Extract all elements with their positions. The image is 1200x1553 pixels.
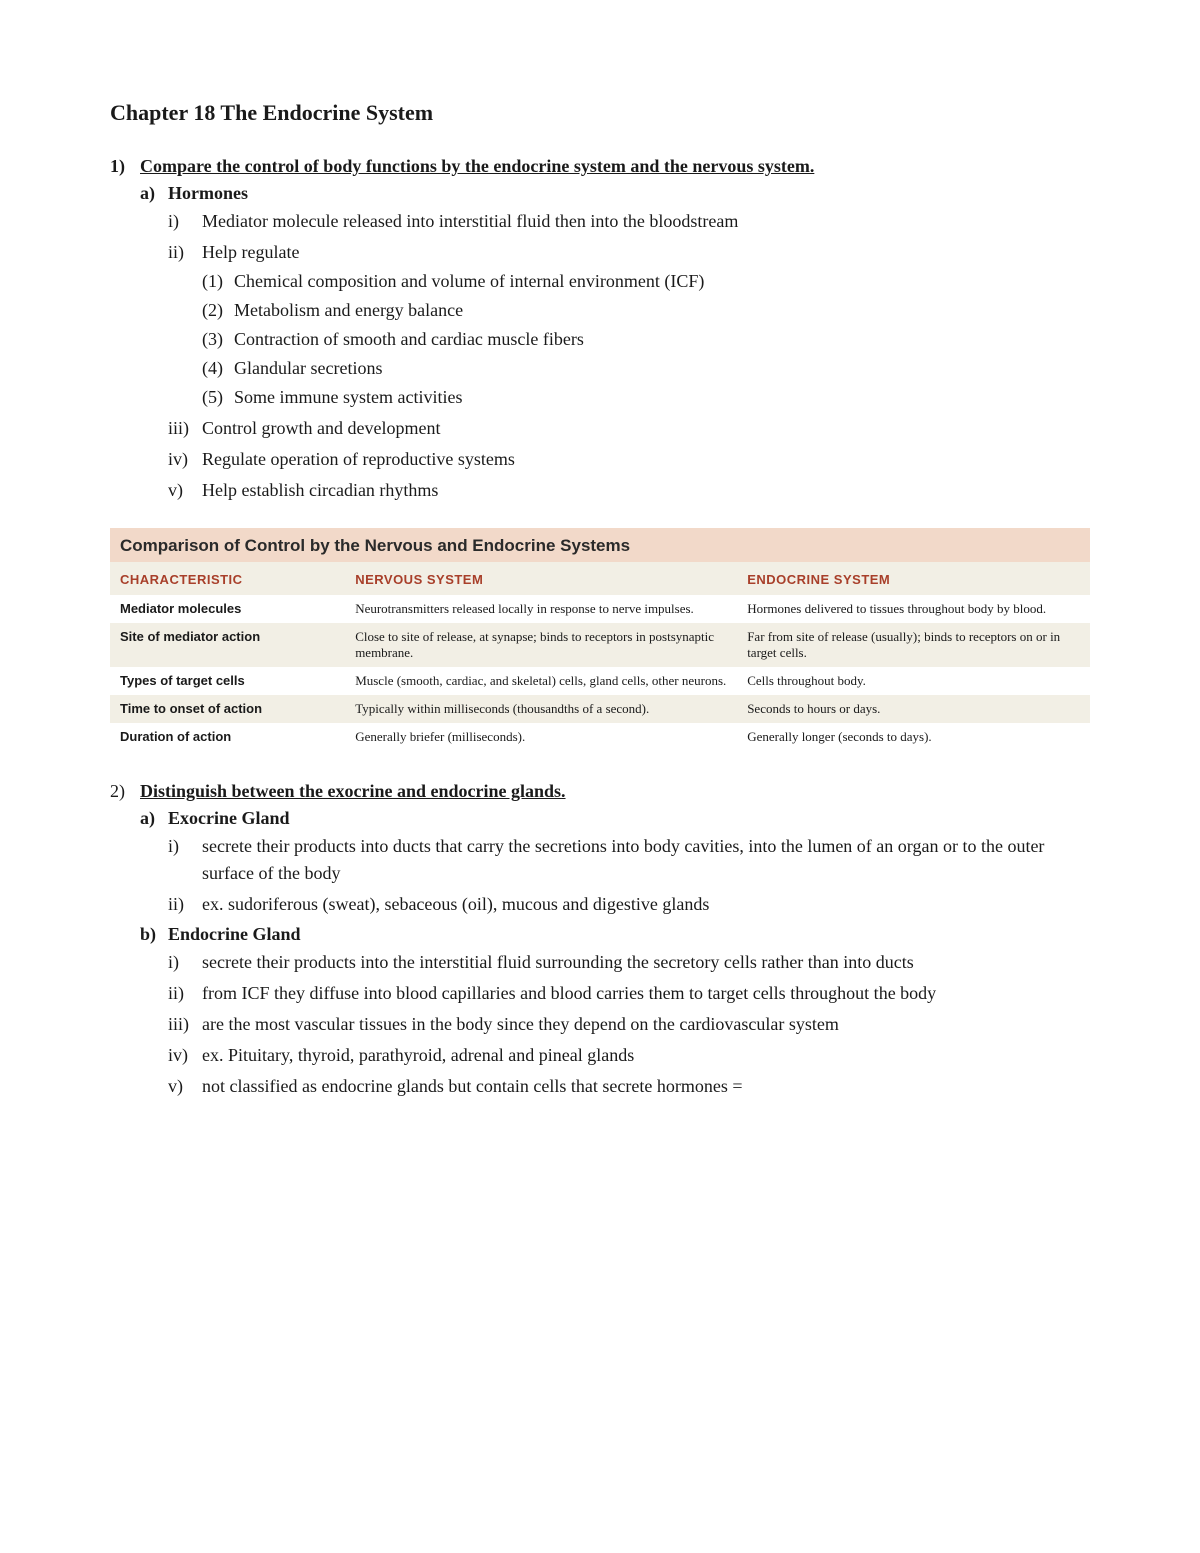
q1-a-i-num: i) xyxy=(168,208,202,235)
q1-a-num: a) xyxy=(140,183,168,204)
cell: Typically within milliseconds (thousandt… xyxy=(345,695,737,723)
table-body: Mediator molecules Neurotransmitters rel… xyxy=(110,595,1090,751)
p1-text: Chemical composition and volume of inter… xyxy=(234,268,1090,295)
table-title: Comparison of Control by the Nervous and… xyxy=(110,528,1090,562)
q2-b-iii: iii) are the most vascular tissues in th… xyxy=(168,1011,1090,1038)
q2-a-ii: ii) ex. sudoriferous (sweat), sebaceous … xyxy=(168,891,1090,918)
cell: Far from site of release (usually); bind… xyxy=(737,623,1090,667)
q2-a-i: i) secrete their products into ducts tha… xyxy=(168,833,1090,887)
comparison-table: Comparison of Control by the Nervous and… xyxy=(110,528,1090,751)
q2-b-ii: ii) from ICF they diffuse into blood cap… xyxy=(168,980,1090,1007)
question-1: 1) Compare the control of body functions… xyxy=(110,156,1090,177)
q2-a-text: Exocrine Gland xyxy=(168,808,290,829)
table-row: Time to onset of action Typically within… xyxy=(110,695,1090,723)
cell: Neurotransmitters released locally in re… xyxy=(345,595,737,623)
cell: Muscle (smooth, cardiac, and skeletal) c… xyxy=(345,667,737,695)
cell: Duration of action xyxy=(110,723,345,751)
table-row: Mediator molecules Neurotransmitters rel… xyxy=(110,595,1090,623)
q2-b-v-num: v) xyxy=(168,1073,202,1100)
p4-num: (4) xyxy=(202,355,234,382)
q2-a-ii-num: ii) xyxy=(168,891,202,918)
cell: Cells throughout body. xyxy=(737,667,1090,695)
q1-a-v-text: Help establish circadian rhythms xyxy=(202,477,1090,504)
q2-a: a) Exocrine Gland xyxy=(140,808,1090,829)
p3-num: (3) xyxy=(202,326,234,353)
q2-b-iii-num: iii) xyxy=(168,1011,202,1038)
q2-b-iii-text: are the most vascular tissues in the bod… xyxy=(202,1011,1090,1038)
cell: Generally longer (seconds to days). xyxy=(737,723,1090,751)
q2-text: Distinguish between the exocrine and end… xyxy=(140,781,566,802)
q1-a-v: v) Help establish circadian rhythms xyxy=(168,477,1090,504)
q2-b-ii-num: ii) xyxy=(168,980,202,1007)
q1-a-i: i) Mediator molecule released into inter… xyxy=(168,208,1090,235)
th-characteristic: CHARACTERISTIC xyxy=(110,562,345,595)
p5-text: Some immune system activities xyxy=(234,384,1090,411)
table-row: Duration of action Generally briefer (mi… xyxy=(110,723,1090,751)
table-row: Site of mediator action Close to site of… xyxy=(110,623,1090,667)
chapter-title: Chapter 18 The Endocrine System xyxy=(110,100,1090,126)
q2-a-num: a) xyxy=(140,808,168,829)
q2-b-i: i) secrete their products into the inter… xyxy=(168,949,1090,976)
q2-b-iv-text: ex. Pituitary, thyroid, parathyroid, adr… xyxy=(202,1042,1090,1069)
table-header-row: CHARACTERISTIC NERVOUS SYSTEM ENDOCRINE … xyxy=(110,562,1090,595)
q1-a-iv: iv) Regulate operation of reproductive s… xyxy=(168,446,1090,473)
q1-a-ii-text: Help regulate xyxy=(202,239,1090,266)
q1-a-ii-1: (1) Chemical composition and volume of i… xyxy=(202,268,1090,295)
q2-b-iv: iv) ex. Pituitary, thyroid, parathyroid,… xyxy=(168,1042,1090,1069)
p2-num: (2) xyxy=(202,297,234,324)
q1-a-iii-text: Control growth and development xyxy=(202,415,1090,442)
q2-number: 2) xyxy=(110,781,140,802)
document-page: Chapter 18 The Endocrine System 1) Compa… xyxy=(0,0,1200,1553)
q2-b-iv-num: iv) xyxy=(168,1042,202,1069)
p3-text: Contraction of smooth and cardiac muscle… xyxy=(234,326,1090,353)
cell: Types of target cells xyxy=(110,667,345,695)
q1-a-ii-num: ii) xyxy=(168,239,202,266)
q1-a-text: Hormones xyxy=(168,183,248,204)
cell: Generally briefer (milliseconds). xyxy=(345,723,737,751)
th-endocrine: ENDOCRINE SYSTEM xyxy=(737,562,1090,595)
q1-a-iv-num: iv) xyxy=(168,446,202,473)
q1-a-ii-2: (2) Metabolism and energy balance xyxy=(202,297,1090,324)
q2-b-i-num: i) xyxy=(168,949,202,976)
q1-a-iii: iii) Control growth and development xyxy=(168,415,1090,442)
q1-a-i-text: Mediator molecule released into intersti… xyxy=(202,208,1090,235)
q2-a-ii-text: ex. sudoriferous (sweat), sebaceous (oil… xyxy=(202,891,1090,918)
q2-b-text: Endocrine Gland xyxy=(168,924,301,945)
q2-b-v: v) not classified as endocrine glands bu… xyxy=(168,1073,1090,1100)
q2-a-i-num: i) xyxy=(168,833,202,887)
p1-num: (1) xyxy=(202,268,234,295)
p5-num: (5) xyxy=(202,384,234,411)
q2-b-i-text: secrete their products into the intersti… xyxy=(202,949,1090,976)
th-nervous: NERVOUS SYSTEM xyxy=(345,562,737,595)
q1-a-iv-text: Regulate operation of reproductive syste… xyxy=(202,446,1090,473)
q2-a-i-text: secrete their products into ducts that c… xyxy=(202,833,1090,887)
cell: Hormones delivered to tissues throughout… xyxy=(737,595,1090,623)
q2-text-inner: Distinguish between the exocrine and end… xyxy=(140,781,561,801)
q1-a: a) Hormones xyxy=(140,183,1090,204)
table-row: Types of target cells Muscle (smooth, ca… xyxy=(110,667,1090,695)
cell: Time to onset of action xyxy=(110,695,345,723)
q2-b-ii-text: from ICF they diffuse into blood capilla… xyxy=(202,980,1090,1007)
q1-a-ii: ii) Help regulate xyxy=(168,239,1090,266)
cell: Close to site of release, at synapse; bi… xyxy=(345,623,737,667)
q1-number: 1) xyxy=(110,156,140,177)
q1-text: Compare the control of body functions by… xyxy=(140,156,814,177)
p2-text: Metabolism and energy balance xyxy=(234,297,1090,324)
q1-a-v-num: v) xyxy=(168,477,202,504)
q2-b: b) Endocrine Gland xyxy=(140,924,1090,945)
cell: Seconds to hours or days. xyxy=(737,695,1090,723)
q2-b-v-text: not classified as endocrine glands but c… xyxy=(202,1073,1090,1100)
question-2: 2) Distinguish between the exocrine and … xyxy=(110,781,1090,802)
q1-a-ii-5: (5) Some immune system activities xyxy=(202,384,1090,411)
q2-b-num: b) xyxy=(140,924,168,945)
p4-text: Glandular secretions xyxy=(234,355,1090,382)
table-title-row: Comparison of Control by the Nervous and… xyxy=(110,528,1090,562)
cell: Mediator molecules xyxy=(110,595,345,623)
q1-a-iii-num: iii) xyxy=(168,415,202,442)
q1-a-ii-4: (4) Glandular secretions xyxy=(202,355,1090,382)
q1-a-ii-3: (3) Contraction of smooth and cardiac mu… xyxy=(202,326,1090,353)
cell: Site of mediator action xyxy=(110,623,345,667)
